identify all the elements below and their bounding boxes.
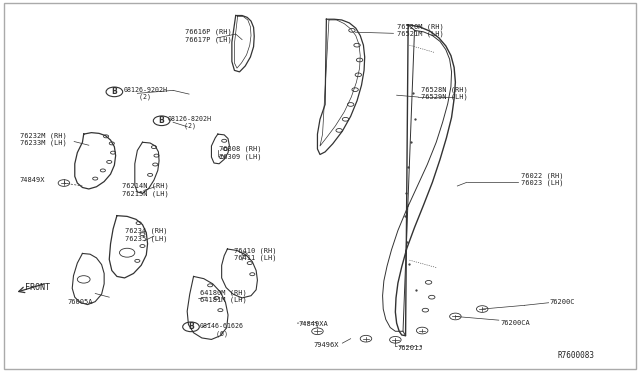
Text: 76214N (RH)
76215N (LH): 76214N (RH) 76215N (LH) bbox=[122, 183, 169, 197]
Text: B: B bbox=[159, 116, 164, 125]
Text: 08126-9202H
    (2): 08126-9202H (2) bbox=[124, 87, 167, 100]
Text: 08126-8202H
    (2): 08126-8202H (2) bbox=[168, 115, 212, 129]
Text: 74849X: 74849X bbox=[20, 177, 45, 183]
Text: 08146-61626
    (6): 08146-61626 (6) bbox=[200, 323, 244, 337]
Text: R7600083: R7600083 bbox=[557, 351, 595, 360]
Text: 76308 (RH)
76309 (LH): 76308 (RH) 76309 (LH) bbox=[219, 146, 262, 160]
Text: 76616P (RH)
76617P (LH): 76616P (RH) 76617P (LH) bbox=[184, 29, 232, 42]
Text: 74849XA: 74849XA bbox=[298, 321, 328, 327]
Text: 76528N (RH)
76529N (LH): 76528N (RH) 76529N (LH) bbox=[421, 86, 468, 100]
Text: 79496X: 79496X bbox=[314, 341, 339, 347]
Text: B: B bbox=[188, 322, 194, 331]
Text: 76005A: 76005A bbox=[68, 299, 93, 305]
Text: FRONT: FRONT bbox=[25, 283, 50, 292]
Text: 64180M (RH)
64181M (LH): 64180M (RH) 64181M (LH) bbox=[200, 289, 246, 304]
Text: 76234 (RH)
76235 (LH): 76234 (RH) 76235 (LH) bbox=[125, 228, 168, 242]
Text: 76201J: 76201J bbox=[398, 345, 424, 351]
Text: 76200CA: 76200CA bbox=[500, 320, 530, 326]
Text: 76410 (RH)
76411 (LH): 76410 (RH) 76411 (LH) bbox=[234, 247, 277, 261]
Text: 76232M (RH)
76233M (LH): 76232M (RH) 76233M (LH) bbox=[20, 132, 67, 146]
Text: 76520M (RH)
76521M (LH): 76520M (RH) 76521M (LH) bbox=[397, 23, 444, 37]
Text: 76022 (RH)
76023 (LH): 76022 (RH) 76023 (LH) bbox=[520, 172, 563, 186]
Text: 76200C: 76200C bbox=[550, 299, 575, 305]
Text: B: B bbox=[111, 87, 117, 96]
